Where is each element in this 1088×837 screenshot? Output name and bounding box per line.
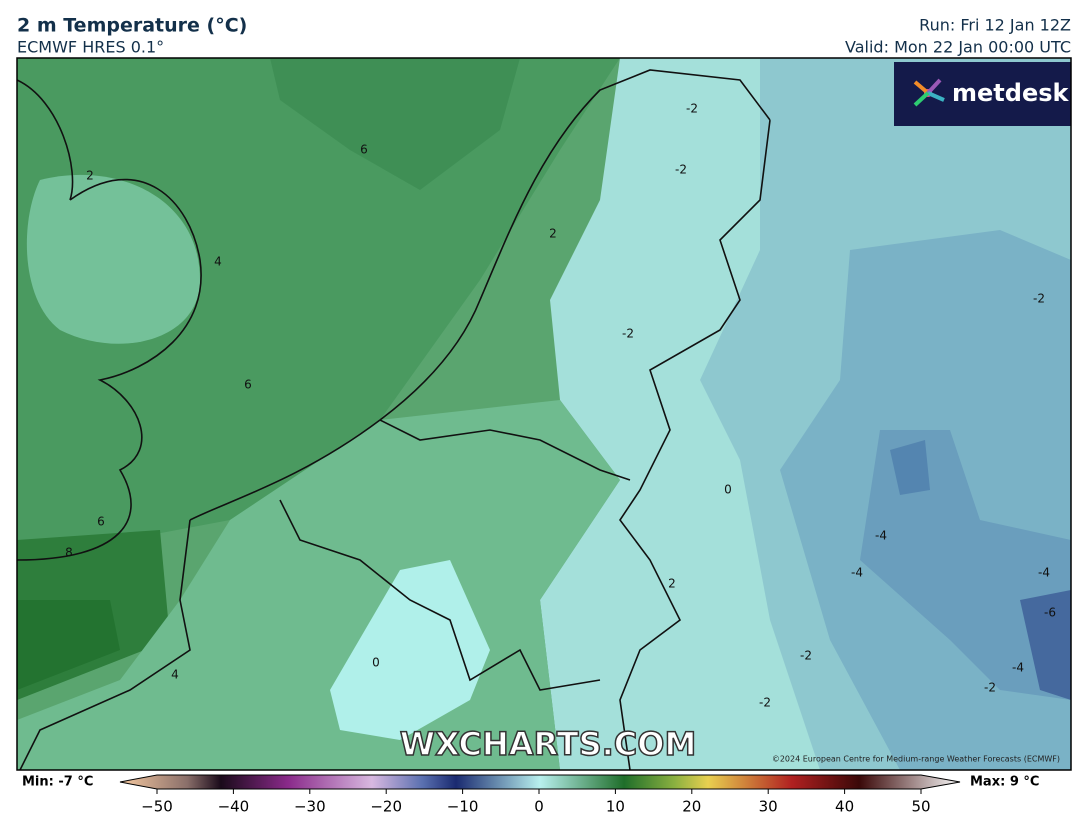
colorbar-tick-label: −30	[294, 798, 326, 816]
contour-label: -2	[759, 696, 771, 710]
colorbar-tick-label: 40	[835, 798, 854, 816]
max-label: Max: 9 °C	[970, 775, 1039, 790]
colorbar-tick-label: −10	[447, 798, 479, 816]
colorbar-tick-label: 10	[606, 798, 625, 816]
contour-label: -2	[984, 681, 996, 695]
contour-label: 2	[86, 169, 94, 183]
contour-label: -2	[675, 163, 687, 177]
colorbar-tick-label: 50	[911, 798, 930, 816]
contour-label: -2	[800, 649, 812, 663]
contour-labels: 6 2 4 6 6 8 4 0 2 -2 -2 -2 0 -2 -4 -4 2 -4 -6 -4 -2 -2 -2	[65, 102, 1056, 710]
contour-label: 6	[97, 515, 105, 529]
colorbar-tick-label: 0	[534, 798, 544, 816]
model: ECMWF HRES 0.1°	[17, 38, 164, 57]
min-label: Min: -7 °C	[22, 775, 93, 790]
contour-label: 0	[372, 656, 380, 670]
contour-label: -2	[622, 327, 634, 341]
run: Run: Fri 12 Jan 12Z	[919, 16, 1071, 35]
cold-region	[860, 430, 1071, 700]
contour-label: 4	[214, 255, 222, 269]
colorbar-tick-label: 30	[759, 798, 778, 816]
sea-region	[17, 600, 120, 690]
colorbar-tick-label: −40	[218, 798, 250, 816]
title: 2 m Temperature (°C)	[17, 15, 247, 37]
logo-icon	[913, 78, 945, 107]
contour-label: 6	[244, 378, 252, 392]
watermark: WXCHARTS.COM	[400, 725, 697, 763]
contour-label: -4	[1038, 566, 1050, 580]
colorbar-tick-label: 20	[682, 798, 701, 816]
logo-box	[894, 62, 1071, 126]
contour-label: -2	[686, 102, 698, 116]
contour-label: 4	[171, 668, 179, 682]
contour-label: -2	[1033, 292, 1045, 306]
cold-region	[1020, 590, 1071, 700]
cold-region	[330, 560, 490, 740]
cold-region	[890, 440, 930, 495]
cold-region	[600, 560, 790, 770]
contour-label: -4	[851, 566, 863, 580]
map: 6 2 4 6 6 8 4 0 2 -2 -2 -2 0 -2 -4 -4 2 -4 -6 -4 -2 -2 -2 WXCH…	[17, 58, 1071, 770]
logo: metdesk	[952, 79, 1070, 107]
map-frame	[16, 57, 1072, 771]
borders	[17, 69, 771, 770]
copyright: ©2024 European Centre for Medium-range W…	[772, 755, 1060, 764]
contour-label: -4	[875, 529, 887, 543]
colorbar	[119, 774, 961, 790]
contour-label: -6	[1044, 606, 1056, 620]
valid: Valid: Mon 22 Jan 00:00 UTC	[845, 38, 1071, 57]
colorbar-ticks: −50 −40 −30 −20 −10 0 10 20 30 40 50	[141, 789, 931, 816]
colorbar-tick-label: −20	[370, 798, 402, 816]
contour-label: 2	[549, 227, 557, 241]
contour-label: 2	[668, 577, 676, 591]
sea-region	[17, 58, 620, 560]
sea-region	[270, 58, 520, 190]
contour-label: 6	[360, 143, 368, 157]
colorbar-tick-label: −50	[141, 798, 173, 816]
land-region	[26, 174, 200, 344]
contour-label: 0	[724, 483, 732, 497]
contour-label: -4	[1012, 661, 1024, 675]
contour-label: 8	[65, 546, 73, 560]
